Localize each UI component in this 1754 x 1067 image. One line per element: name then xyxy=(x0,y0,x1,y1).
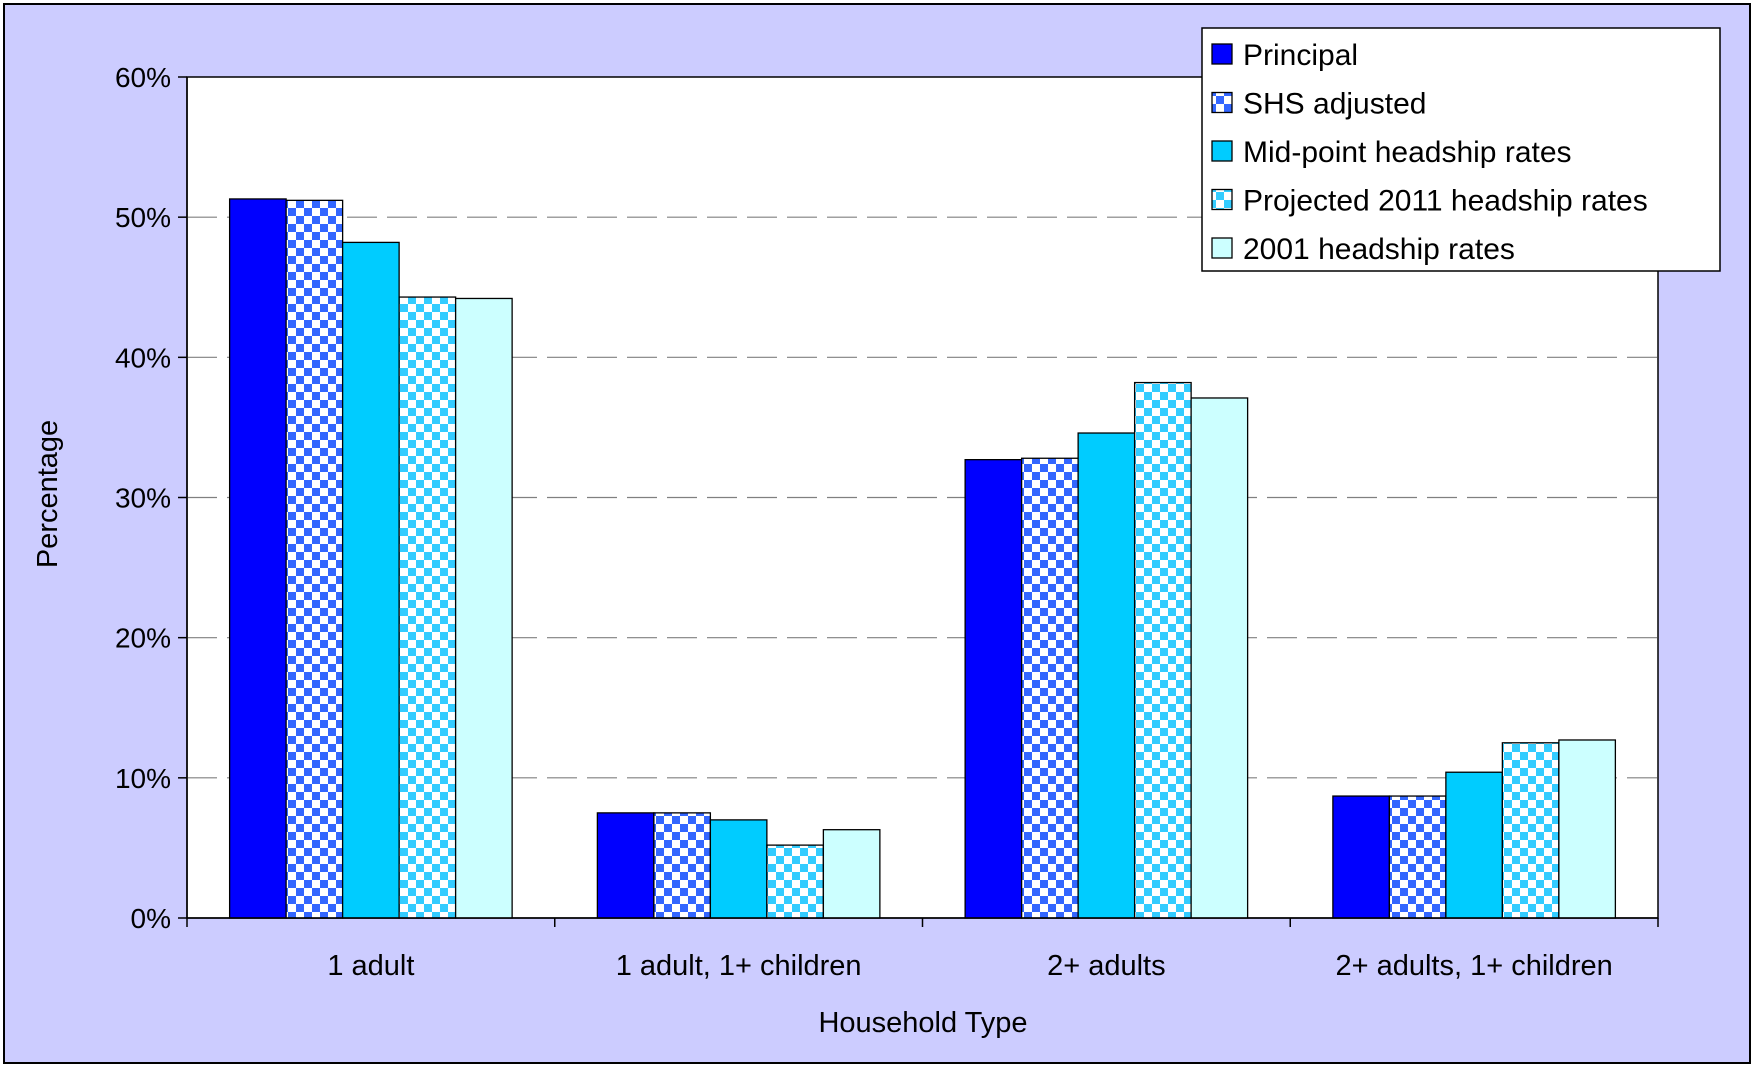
bar xyxy=(965,460,1022,918)
bar xyxy=(1135,383,1192,918)
y-tick-label: 30% xyxy=(115,483,171,514)
bar xyxy=(1022,458,1079,918)
bar xyxy=(823,830,880,918)
legend-label: Mid-point headship rates xyxy=(1243,136,1572,169)
bar xyxy=(399,297,456,918)
bar xyxy=(286,200,343,918)
y-tick-label: 50% xyxy=(115,202,171,233)
bar xyxy=(1191,398,1248,918)
x-tick-label: 1 adult xyxy=(327,950,414,982)
bar xyxy=(1559,740,1616,918)
bar xyxy=(1389,796,1446,918)
bar xyxy=(230,199,287,918)
y-axis-title: Percentage xyxy=(32,420,64,568)
bar xyxy=(1333,796,1390,918)
legend-label: 2001 headship rates xyxy=(1243,233,1515,266)
legend-swatch xyxy=(1212,93,1232,113)
x-tick-label: 2+ adults xyxy=(1047,950,1166,982)
y-tick-label: 60% xyxy=(115,62,171,93)
legend-swatch xyxy=(1212,44,1232,64)
bar xyxy=(456,298,513,918)
bar xyxy=(343,242,400,918)
x-tick-label: 1 adult, 1+ children xyxy=(616,950,862,982)
y-tick-label: 0% xyxy=(131,903,171,934)
y-tick-label: 40% xyxy=(115,342,171,373)
y-tick-label: 20% xyxy=(115,623,171,654)
bar xyxy=(767,845,824,918)
bar xyxy=(1502,743,1559,918)
x-axis-title: Household Type xyxy=(818,1007,1027,1039)
x-tick-label: 2+ adults, 1+ children xyxy=(1335,950,1612,982)
bar xyxy=(1446,772,1503,918)
y-tick-label: 10% xyxy=(115,763,171,794)
legend-swatch xyxy=(1212,238,1232,258)
legend-label: Projected 2011 headship rates xyxy=(1243,185,1648,218)
legend-swatch xyxy=(1212,190,1232,210)
legend-label: Principal xyxy=(1243,39,1358,72)
bar xyxy=(597,813,654,918)
legend: Principal SHS adjusted Mid-point headship … xyxy=(1202,28,1720,271)
legend-swatch xyxy=(1212,141,1232,161)
legend-label: SHS adjusted xyxy=(1243,88,1426,121)
bar xyxy=(654,813,711,918)
bar xyxy=(710,820,767,918)
bar xyxy=(1078,433,1135,918)
